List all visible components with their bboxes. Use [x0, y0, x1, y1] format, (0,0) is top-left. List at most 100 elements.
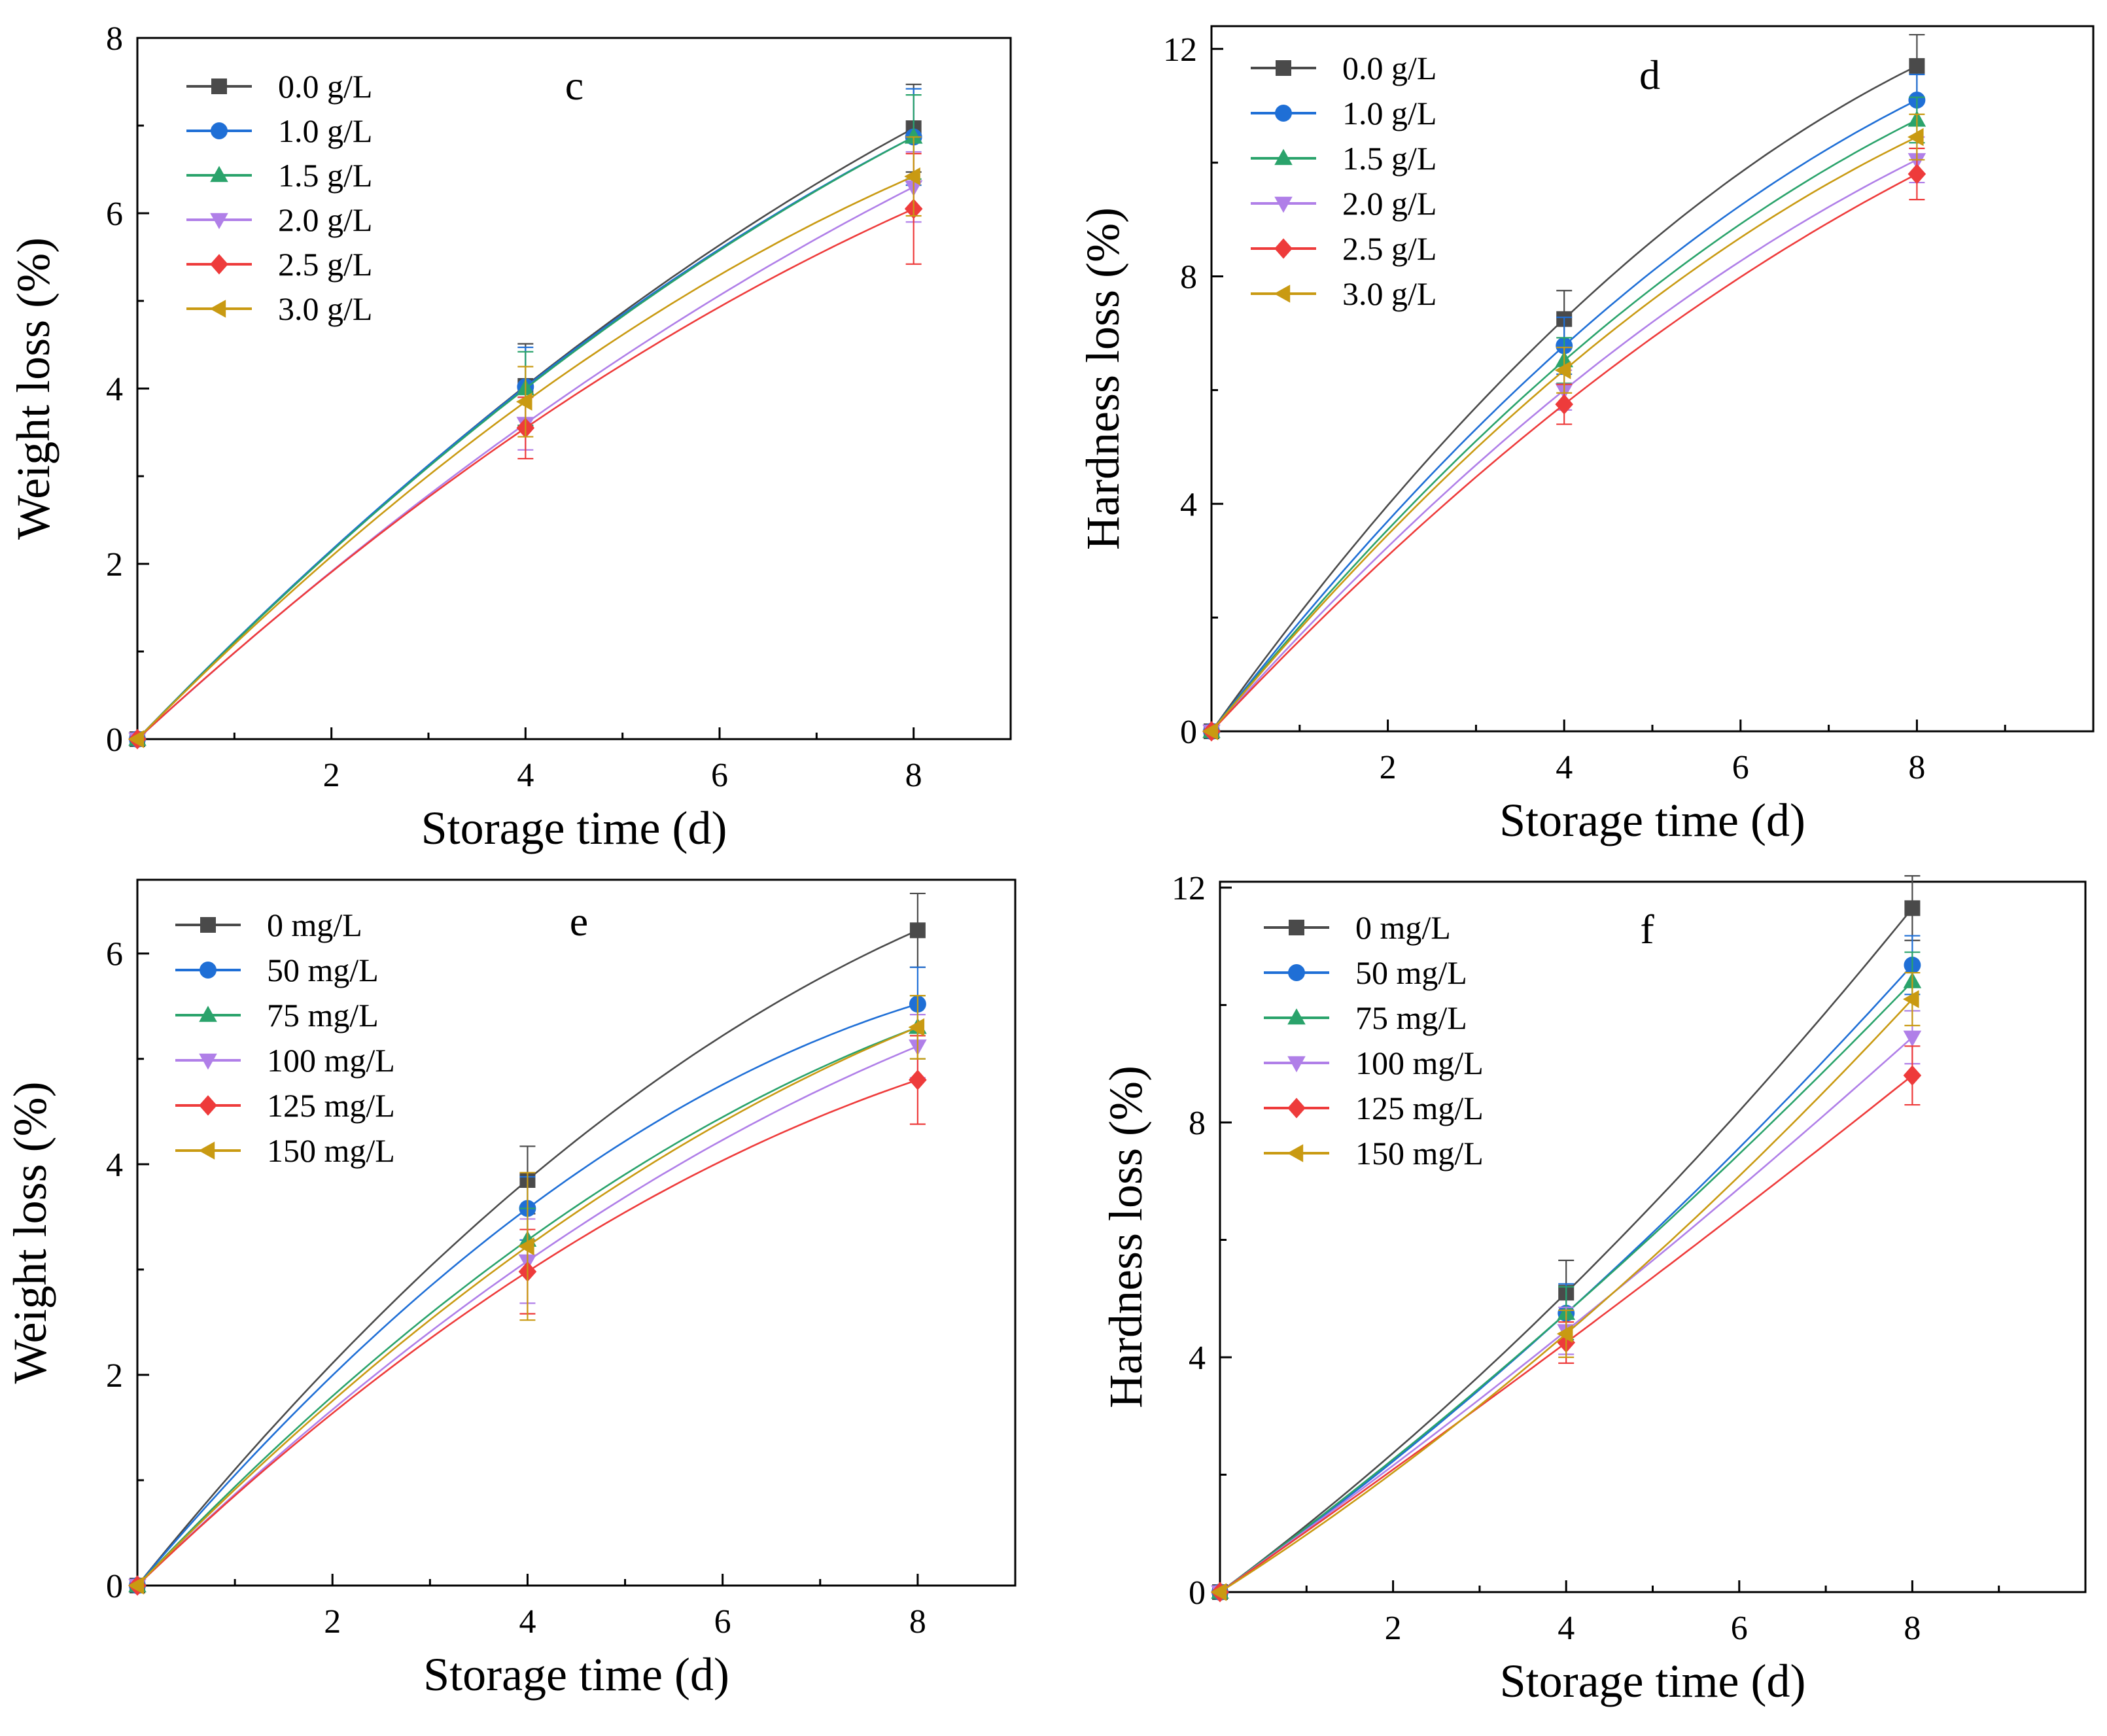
legend-label: 150 mg/L: [267, 1132, 395, 1169]
legend-label: 1.5 g/L: [278, 157, 372, 194]
y-axis-label: Weight loss (%): [7, 237, 60, 540]
legend-label: 1.0 g/L: [1342, 95, 1437, 131]
chart-panel-e: 2 4 6 8 0 2 4 6 Storage time (d) Weight loss (%) e…: [4, 878, 1017, 1701]
x-tick-label: 8: [1904, 1610, 1921, 1647]
legend-entry: 50 mg/L: [1264, 954, 1467, 991]
series-line: [1219, 907, 1913, 1593]
x-tick-label: 6: [1732, 749, 1749, 786]
series-0-mg-L: [1212, 875, 1921, 1600]
legend-marker: [1276, 60, 1291, 76]
legend-entry: 0.0 g/L: [1251, 50, 1437, 86]
x-tick-label: 6: [1731, 1610, 1748, 1647]
legend-label: 3.0 g/L: [1342, 275, 1437, 312]
legend-marker: [209, 300, 226, 318]
legend-marker: [210, 254, 228, 275]
legend-label: 50 mg/L: [267, 952, 379, 988]
legend-label: 1.0 g/L: [278, 113, 372, 149]
legend-marker: [1287, 1056, 1306, 1073]
legend-entry: 150 mg/L: [175, 1132, 395, 1169]
y-tick-label: 8: [1180, 259, 1197, 296]
panel-label: e: [570, 898, 588, 945]
legend-entry: 0.0 g/L: [186, 68, 372, 105]
legend-entry: 2.5 g/L: [1251, 230, 1437, 267]
x-axis-label: Storage time (d): [1499, 794, 1805, 846]
x-axis-label: Storage time (d): [421, 802, 727, 854]
legend-marker: [1288, 964, 1305, 981]
legend-marker: [199, 1005, 217, 1022]
legend-label: 0.0 g/L: [278, 68, 372, 105]
legend-marker: [1287, 1008, 1306, 1025]
legend-entry: 3.0 g/L: [186, 290, 372, 327]
legend-entry: 2.5 g/L: [186, 246, 372, 283]
legend-label: 100 mg/L: [1355, 1045, 1484, 1081]
y-tick-label: 2: [106, 1357, 123, 1395]
data-point: [1907, 164, 1926, 184]
legend-marker: [199, 1053, 217, 1070]
y-tick-label: 8: [106, 20, 123, 58]
data-point: [1555, 394, 1573, 415]
legend-entry: 1.5 g/L: [186, 157, 372, 194]
legend-entry: 75 mg/L: [1264, 999, 1467, 1036]
series-3.0-g-L: [128, 136, 922, 748]
legend-entry: 1.5 g/L: [1251, 140, 1437, 177]
x-axis-label: Storage time (d): [423, 1648, 729, 1701]
plot-frame: [1210, 25, 2095, 733]
legend-entry: 1.0 g/L: [1251, 95, 1437, 131]
panel-label: f: [1640, 906, 1654, 952]
x-tick-label: 2: [324, 1603, 341, 1641]
data-point: [1202, 722, 1219, 740]
series-150-mg-L: [128, 995, 926, 1595]
data-point: [1556, 1325, 1573, 1343]
legend-entry: 125 mg/L: [1264, 1090, 1484, 1126]
legend-entry: 0 mg/L: [1264, 909, 1451, 946]
y-tick-label: 2: [106, 546, 123, 583]
legend-label: 2.0 g/L: [1342, 185, 1437, 222]
legend-label: 100 mg/L: [267, 1042, 395, 1079]
legend-marker: [1287, 1098, 1306, 1119]
legend-entry: 150 mg/L: [1264, 1135, 1484, 1172]
data-point: [908, 1018, 925, 1037]
legend-entry: 75 mg/L: [175, 997, 379, 1033]
legend-label: 0.0 g/L: [1342, 50, 1437, 86]
chart-panel-d: 2 4 6 8 0 4 8 12 Storage time (d) Hardness loss (…: [1077, 25, 2095, 846]
legend-marker: [1287, 1144, 1304, 1162]
legend-entry: 50 mg/L: [175, 952, 379, 988]
y-tick-label: 4: [106, 1147, 123, 1184]
legend-entry: 1.0 g/L: [186, 113, 372, 149]
legend-label: 2.5 g/L: [278, 246, 372, 283]
legend-label: 2.5 g/L: [1342, 230, 1437, 267]
legend-marker: [210, 165, 228, 182]
legend-marker: [198, 1141, 215, 1160]
data-point: [1210, 1583, 1227, 1601]
legend-label: 0 mg/L: [1355, 909, 1451, 946]
data-point: [1904, 900, 1921, 916]
data-point: [128, 730, 145, 748]
y-axis-label: Weight loss (%): [4, 1081, 56, 1383]
legend-marker: [1289, 920, 1304, 935]
legend-label: 1.5 g/L: [1342, 140, 1437, 177]
legend-label: 150 mg/L: [1355, 1135, 1484, 1172]
data-point: [1554, 361, 1571, 379]
x-axis-label: Storage time (d): [1500, 1655, 1806, 1707]
data-point: [904, 167, 920, 186]
legend-label: 2.0 g/L: [278, 201, 372, 238]
legend-marker: [1274, 196, 1293, 213]
legend-entry: 125 mg/L: [175, 1087, 395, 1124]
data-point: [1909, 58, 1925, 74]
legend-label: 125 mg/L: [1355, 1090, 1484, 1126]
data-point: [1907, 128, 1924, 147]
data-point: [518, 1237, 534, 1256]
data-point: [1903, 1065, 1922, 1086]
plot-frame: [1219, 880, 2087, 1593]
legend-entry: 100 mg/L: [1264, 1045, 1484, 1081]
x-tick-label: 2: [1385, 1610, 1402, 1647]
chart-panel-f: 2 4 6 8 0 4 8 12 Storage time (d) Hardness loss (…: [1100, 870, 2087, 1707]
y-tick-label: 8: [1189, 1105, 1206, 1142]
legend-marker: [200, 962, 217, 979]
legend-label: 75 mg/L: [267, 997, 379, 1033]
x-tick-label: 4: [1558, 1610, 1575, 1647]
legend-marker: [1274, 238, 1293, 259]
y-tick-label: 4: [106, 371, 123, 408]
chart-panel-c: 2 4 6 8 0 2 4 6 8 Storage time (d) Weight loss (%)…: [7, 20, 1012, 854]
y-tick-label: 4: [1189, 1340, 1206, 1377]
